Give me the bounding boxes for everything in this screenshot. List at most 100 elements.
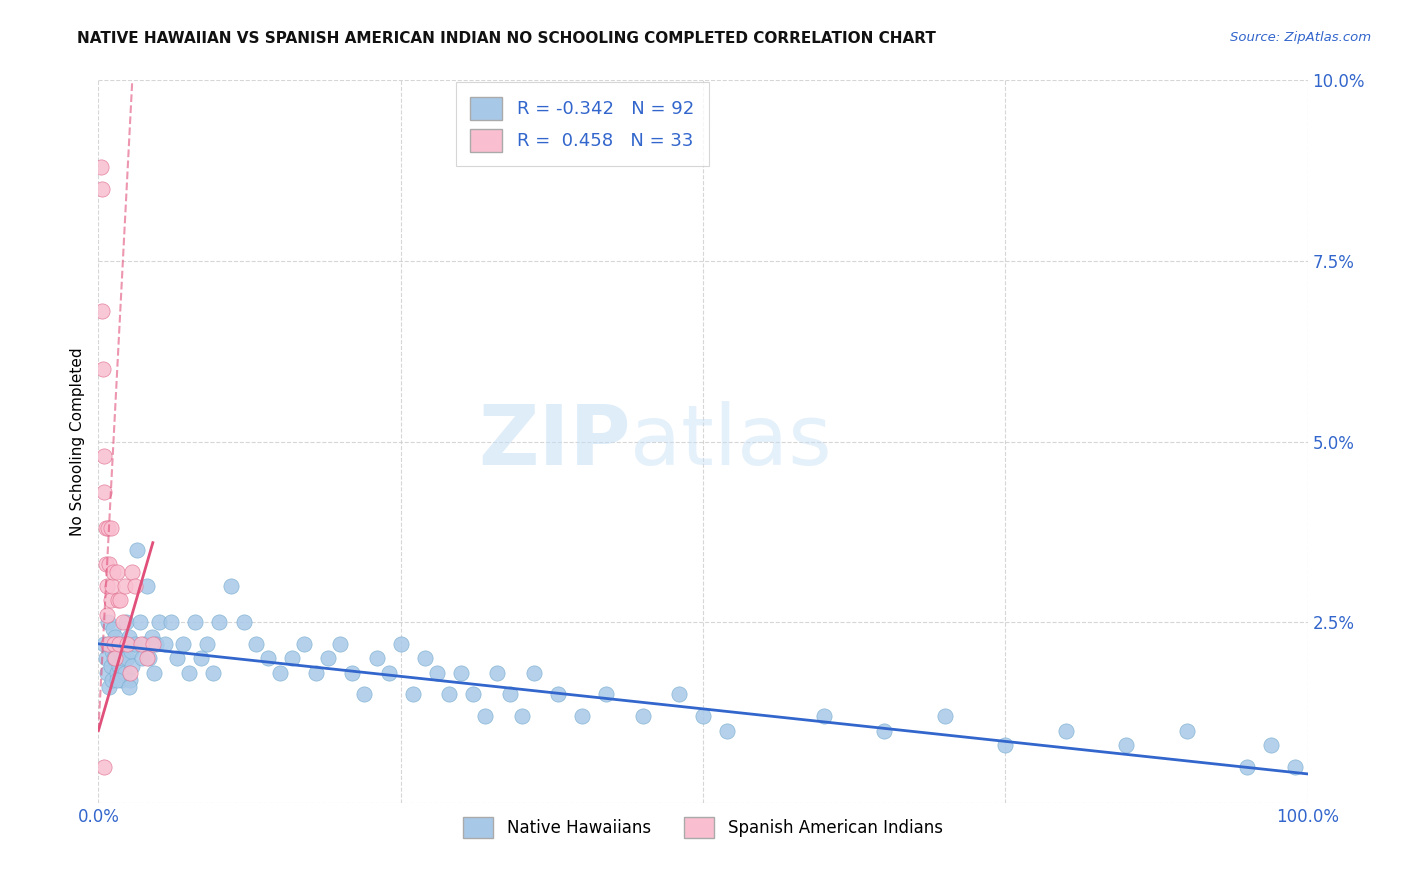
Point [153, 637, 176, 651]
Text: ZIP: ZIP [478, 401, 630, 482]
Point [269, 665, 291, 680]
Point [118, 665, 141, 680]
Point [316, 651, 339, 665]
Point [93, 637, 115, 651]
Point [463, 687, 485, 701]
Point [668, 687, 690, 701]
Point [135, 651, 157, 665]
Point [716, 723, 738, 738]
Point [91, 304, 114, 318]
Point [221, 579, 243, 593]
Text: atlas: atlas [630, 401, 832, 482]
Point [97, 637, 120, 651]
Point [523, 665, 546, 680]
Point [256, 651, 278, 665]
Point [114, 579, 136, 593]
Point [1260, 738, 1282, 752]
Point [112, 637, 135, 651]
Point [100, 637, 122, 651]
Point [402, 687, 425, 701]
Point [131, 651, 153, 665]
Point [195, 637, 218, 651]
Point [389, 637, 412, 651]
Point [184, 615, 207, 630]
Point [96, 607, 118, 622]
Point [96, 665, 118, 680]
Point [121, 658, 143, 673]
Point [98, 680, 121, 694]
Point [142, 637, 165, 651]
Point [692, 709, 714, 723]
Point [91, 362, 114, 376]
Point [342, 665, 364, 680]
Point [571, 709, 593, 723]
Point [93, 760, 115, 774]
Point [124, 637, 146, 651]
Point [118, 630, 141, 644]
Point [245, 637, 267, 651]
Point [135, 579, 157, 593]
Point [547, 687, 569, 701]
Point [114, 665, 136, 680]
Point [110, 673, 132, 687]
Point [128, 615, 150, 630]
Point [100, 673, 122, 687]
Point [1175, 723, 1198, 738]
Point [353, 687, 375, 701]
Point [100, 593, 122, 607]
Point [108, 637, 131, 651]
Point [1236, 760, 1258, 774]
Point [117, 651, 139, 665]
Point [121, 565, 143, 579]
Point [134, 637, 156, 651]
Point [103, 651, 125, 665]
Point [101, 565, 124, 579]
Point [190, 651, 212, 665]
Point [105, 673, 128, 687]
Point [108, 658, 131, 673]
Point [366, 651, 388, 665]
Point [118, 673, 141, 687]
Point [426, 665, 449, 680]
Point [208, 615, 231, 630]
Point [498, 687, 520, 701]
Point [437, 687, 460, 701]
Point [141, 630, 163, 644]
Point [474, 709, 496, 723]
Point [111, 615, 134, 630]
Point [329, 637, 352, 651]
Point [145, 637, 167, 651]
Point [127, 542, 149, 557]
Point [94, 558, 117, 572]
Point [813, 709, 835, 723]
Point [1054, 723, 1077, 738]
Point [91, 182, 114, 196]
Y-axis label: No Schooling Completed: No Schooling Completed [69, 347, 84, 536]
Point [934, 709, 956, 723]
Text: Source: ZipAtlas.com: Source: ZipAtlas.com [1230, 31, 1371, 45]
Point [93, 449, 115, 463]
Point [281, 651, 304, 665]
Point [124, 579, 146, 593]
Point [111, 651, 134, 665]
Point [129, 637, 152, 651]
Point [873, 723, 896, 738]
Point [98, 558, 121, 572]
Point [138, 651, 160, 665]
Point [100, 658, 122, 673]
Point [107, 593, 129, 607]
Point [105, 565, 128, 579]
Point [292, 637, 315, 651]
Point [118, 680, 141, 694]
Point [103, 637, 125, 651]
Point [104, 630, 127, 644]
Point [510, 709, 533, 723]
Point [93, 485, 115, 500]
Point [1115, 738, 1137, 752]
Point [377, 665, 399, 680]
Point [94, 651, 117, 665]
Point [97, 615, 120, 630]
Point [450, 665, 472, 680]
Point [100, 644, 122, 658]
Point [166, 651, 188, 665]
